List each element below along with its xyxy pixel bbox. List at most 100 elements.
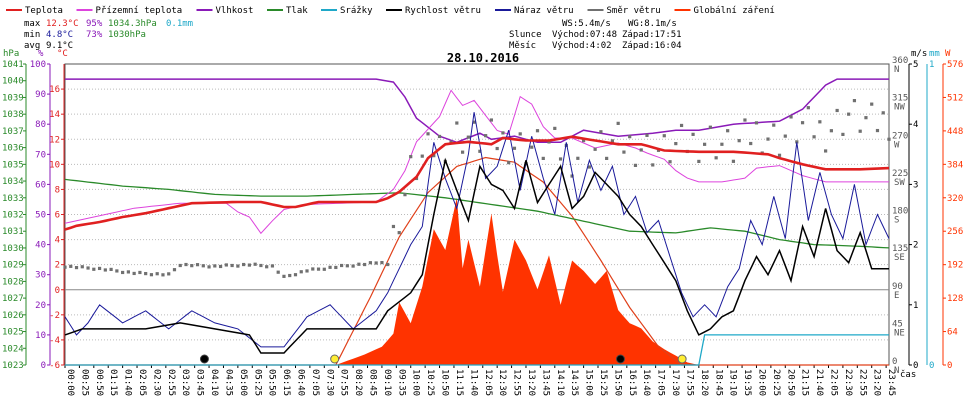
- wind-direction-point: [726, 129, 730, 133]
- stats-block: max 12.3°C 95% 1034.3hPa 0.1mm min 4.8°C…: [24, 19, 193, 51]
- series-srazky: [65, 334, 889, 366]
- temperature-tick-label: 8: [55, 185, 60, 195]
- wind-direction-point: [144, 271, 148, 276]
- time-tick-label: 17:30: [670, 369, 680, 396]
- stats-max-press: 1034.3hPa: [108, 19, 157, 29]
- wind-direction-point: [270, 264, 275, 268]
- wind-direction-point: [489, 118, 494, 122]
- legend-item-label: Směr větru: [607, 6, 661, 16]
- unit-w: W: [945, 49, 951, 59]
- wind-direction-point: [138, 270, 142, 275]
- humidity-tick-label: 10: [35, 331, 46, 341]
- time-tick-label: 07:30: [324, 369, 334, 396]
- wind-direction-point: [293, 273, 298, 277]
- wind-direction-point: [553, 126, 557, 130]
- wind-direction-point: [386, 262, 390, 267]
- moon-label: Měsíc: [509, 41, 536, 51]
- humidity-tick-label: 80: [35, 120, 46, 130]
- radiation-tick-label: 384: [947, 160, 963, 170]
- wind-direction-point: [495, 146, 499, 151]
- radiation-tick-label: 320: [947, 194, 963, 204]
- pressure-tick-label: 1040: [2, 77, 24, 87]
- time-tick-label: 15:25: [598, 369, 608, 396]
- time-tick-label: 23:45: [886, 369, 896, 396]
- series-layer: [63, 78, 891, 366]
- wind-speed-tick-label: 4: [913, 120, 918, 130]
- wind-direction-point: [97, 266, 102, 271]
- time-tick-label: 15:00: [584, 369, 594, 396]
- time-tick-label: 19:10: [728, 369, 738, 396]
- radiation-tick-label: 512: [947, 93, 963, 103]
- wind-direction-point: [731, 159, 736, 163]
- humidity-tick-label: 100: [30, 60, 46, 70]
- radiation-tick-label: 576: [947, 60, 963, 70]
- pressure-tick-label: 1034: [2, 177, 24, 187]
- radiation-tick-label: 0: [947, 361, 952, 371]
- wind-direction-point: [852, 99, 857, 103]
- pressure-tick-label: 1041: [2, 60, 24, 70]
- wind-direction-point: [547, 140, 551, 144]
- temperature-tick-label: 10: [49, 160, 60, 170]
- wind-direction-point: [582, 138, 586, 143]
- time-tick-label: 20:00: [756, 369, 766, 396]
- temperature-tick-label: -2: [49, 311, 60, 321]
- wind-direction-point: [247, 263, 251, 267]
- wind-dir-compass-label: NW: [894, 103, 905, 113]
- wind-direction-point: [103, 268, 107, 272]
- wind-direction-point: [651, 163, 655, 167]
- wind-direction-point: [789, 115, 793, 119]
- wind-direction-point: [639, 148, 643, 152]
- wind-direction-point: [703, 142, 707, 146]
- wind-direction-point: [288, 273, 292, 278]
- moon-marker: [199, 354, 209, 364]
- wind-direction-point: [311, 267, 315, 271]
- temperature-tick-label: 16: [49, 85, 60, 95]
- wind-direction-point: [426, 132, 430, 136]
- wind-dir-degree-label: 45: [892, 319, 903, 329]
- wind-direction-point: [628, 135, 632, 139]
- wind-direction-point: [829, 129, 833, 133]
- time-tick-label: 07:05: [310, 369, 320, 396]
- time-tick-label: 11:40: [468, 369, 478, 396]
- time-tick-label: 10:25: [425, 369, 435, 396]
- info-block: WS:5.4m/s WG:8.1m/s Slunce Východ:07:48 …: [509, 19, 682, 51]
- pressure-tick-label: 1030: [2, 244, 24, 254]
- wind-direction-point: [397, 231, 401, 235]
- temperature-tick-label: 4: [55, 236, 60, 246]
- wind-dir-degree-label: 270: [892, 131, 908, 141]
- wind-dir-degree-label: 315: [892, 94, 908, 104]
- wind-direction-point: [121, 270, 125, 275]
- humidity-tick-label: 60: [35, 180, 46, 190]
- wind-dir-compass-label: E: [894, 291, 899, 301]
- wind-direction-point: [299, 270, 303, 274]
- time-tick-label: 21:40: [814, 369, 824, 396]
- pressure-tick-label: 1036: [2, 144, 24, 154]
- time-tick-label: 21:15: [800, 369, 810, 396]
- right-axes: 0N45NE90E135SE180S225SW270W315NW360N0123…: [892, 56, 963, 376]
- wind-direction-point: [610, 139, 615, 143]
- series-tlak: [64, 178, 890, 249]
- wind-dir-compass-label: NE: [894, 328, 905, 338]
- wind-dir-compass-label: SW: [894, 178, 905, 188]
- wind-direction-point: [668, 160, 672, 164]
- wind-direction-point: [201, 264, 205, 268]
- wind-direction-point: [743, 118, 747, 122]
- wind-direction-point: [806, 106, 810, 110]
- rain-tick-label: 0: [929, 361, 934, 371]
- wind-direction-point: [374, 261, 378, 265]
- stats-max-temp: 12.3°C: [46, 19, 79, 29]
- wind-direction-point: [518, 132, 522, 136]
- time-tick-label: 02:30: [151, 369, 161, 396]
- stats-avg-temp: 9.1°C: [46, 41, 73, 51]
- legend-item-label: Globální záření: [694, 6, 775, 16]
- wind-speed-tick-label: 3: [913, 180, 918, 190]
- wind-direction-point: [403, 193, 407, 197]
- wind-direction-point: [224, 263, 228, 267]
- wind-direction-point: [80, 265, 84, 269]
- time-tick-label: 15:50: [612, 369, 622, 396]
- wind-direction-point: [541, 156, 545, 160]
- wind-direction-point: [875, 128, 880, 133]
- time-axis: 00:00 00:25 00:50 01:15 01:40 02:05 02:30 02:55…: [64, 365, 896, 396]
- wind-direction-point: [190, 264, 194, 268]
